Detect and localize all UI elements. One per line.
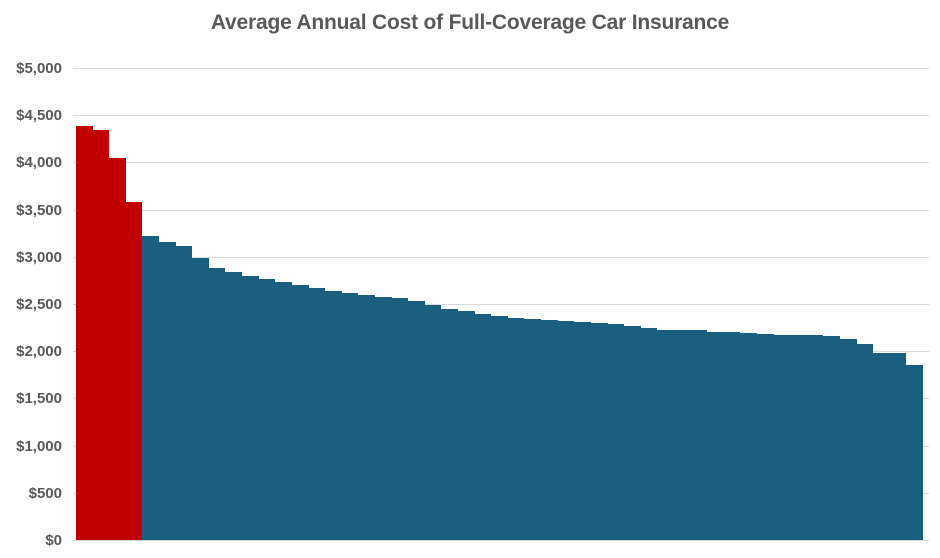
y-axis-tick-label: $2,000 <box>16 343 62 361</box>
y-axis-tick-label: $3,500 <box>16 201 62 219</box>
bar <box>756 334 774 540</box>
bar <box>507 317 525 540</box>
bar <box>474 313 492 540</box>
gridline <box>73 162 929 164</box>
bar <box>673 329 691 540</box>
bar <box>557 321 575 540</box>
bar <box>258 278 276 540</box>
bar <box>856 343 874 540</box>
bar <box>308 287 326 540</box>
bar <box>391 298 409 540</box>
bar <box>723 332 741 540</box>
gridline <box>73 304 929 305</box>
bar <box>823 335 841 540</box>
bar-highlighted <box>109 158 126 540</box>
gridline <box>73 115 929 117</box>
y-axis-tick-label: $3,000 <box>16 248 62 266</box>
y-axis-tick-label: $1,500 <box>16 390 62 408</box>
bar <box>441 308 459 540</box>
bar <box>624 325 641 540</box>
y-axis-tick-label: $2,500 <box>16 296 62 313</box>
bar <box>225 272 243 540</box>
bar <box>491 316 508 540</box>
bar <box>374 296 392 540</box>
bar <box>790 335 807 540</box>
bar <box>889 353 907 540</box>
bar <box>541 320 558 540</box>
bar <box>806 335 824 540</box>
bar <box>458 311 475 540</box>
bar <box>707 331 724 540</box>
bar <box>607 323 625 540</box>
bar <box>358 294 375 540</box>
bar <box>424 305 442 540</box>
bar <box>192 258 209 540</box>
bar <box>208 267 226 540</box>
chart-title: Average Annual Cost of Full-Coverage Car… <box>210 11 730 34</box>
gridline <box>73 68 929 69</box>
bar <box>524 319 542 540</box>
gridline <box>73 209 929 211</box>
bar <box>690 330 708 540</box>
bar <box>159 241 176 540</box>
bar-highlighted <box>125 202 143 540</box>
gridline <box>73 540 929 541</box>
y-axis-tick-label: $4,500 <box>16 107 62 125</box>
bar-highlighted <box>76 125 93 540</box>
bar <box>275 282 292 540</box>
y-axis-tick-label: $4,000 <box>16 154 62 172</box>
bars-container <box>76 68 924 540</box>
bar <box>590 323 608 540</box>
bar <box>291 284 309 540</box>
gridline <box>73 256 929 258</box>
bar <box>906 364 924 540</box>
bar <box>840 338 857 540</box>
bar <box>773 334 791 540</box>
bar <box>341 293 359 540</box>
y-axis-tick-label: $1,000 <box>16 437 62 455</box>
bar <box>740 333 757 540</box>
bar <box>142 236 160 540</box>
bar <box>325 290 342 540</box>
bar <box>242 275 259 540</box>
bar <box>574 321 591 540</box>
y-axis-tick-label: $5,000 <box>16 60 62 77</box>
y-axis-tick-label: $500 <box>28 484 62 502</box>
y-axis-tick-label: $0 <box>45 532 62 549</box>
bar <box>640 328 658 540</box>
bar-highlighted <box>92 129 110 540</box>
bar <box>873 352 890 540</box>
bar <box>657 329 674 540</box>
bar <box>408 300 425 540</box>
bar <box>175 245 193 540</box>
